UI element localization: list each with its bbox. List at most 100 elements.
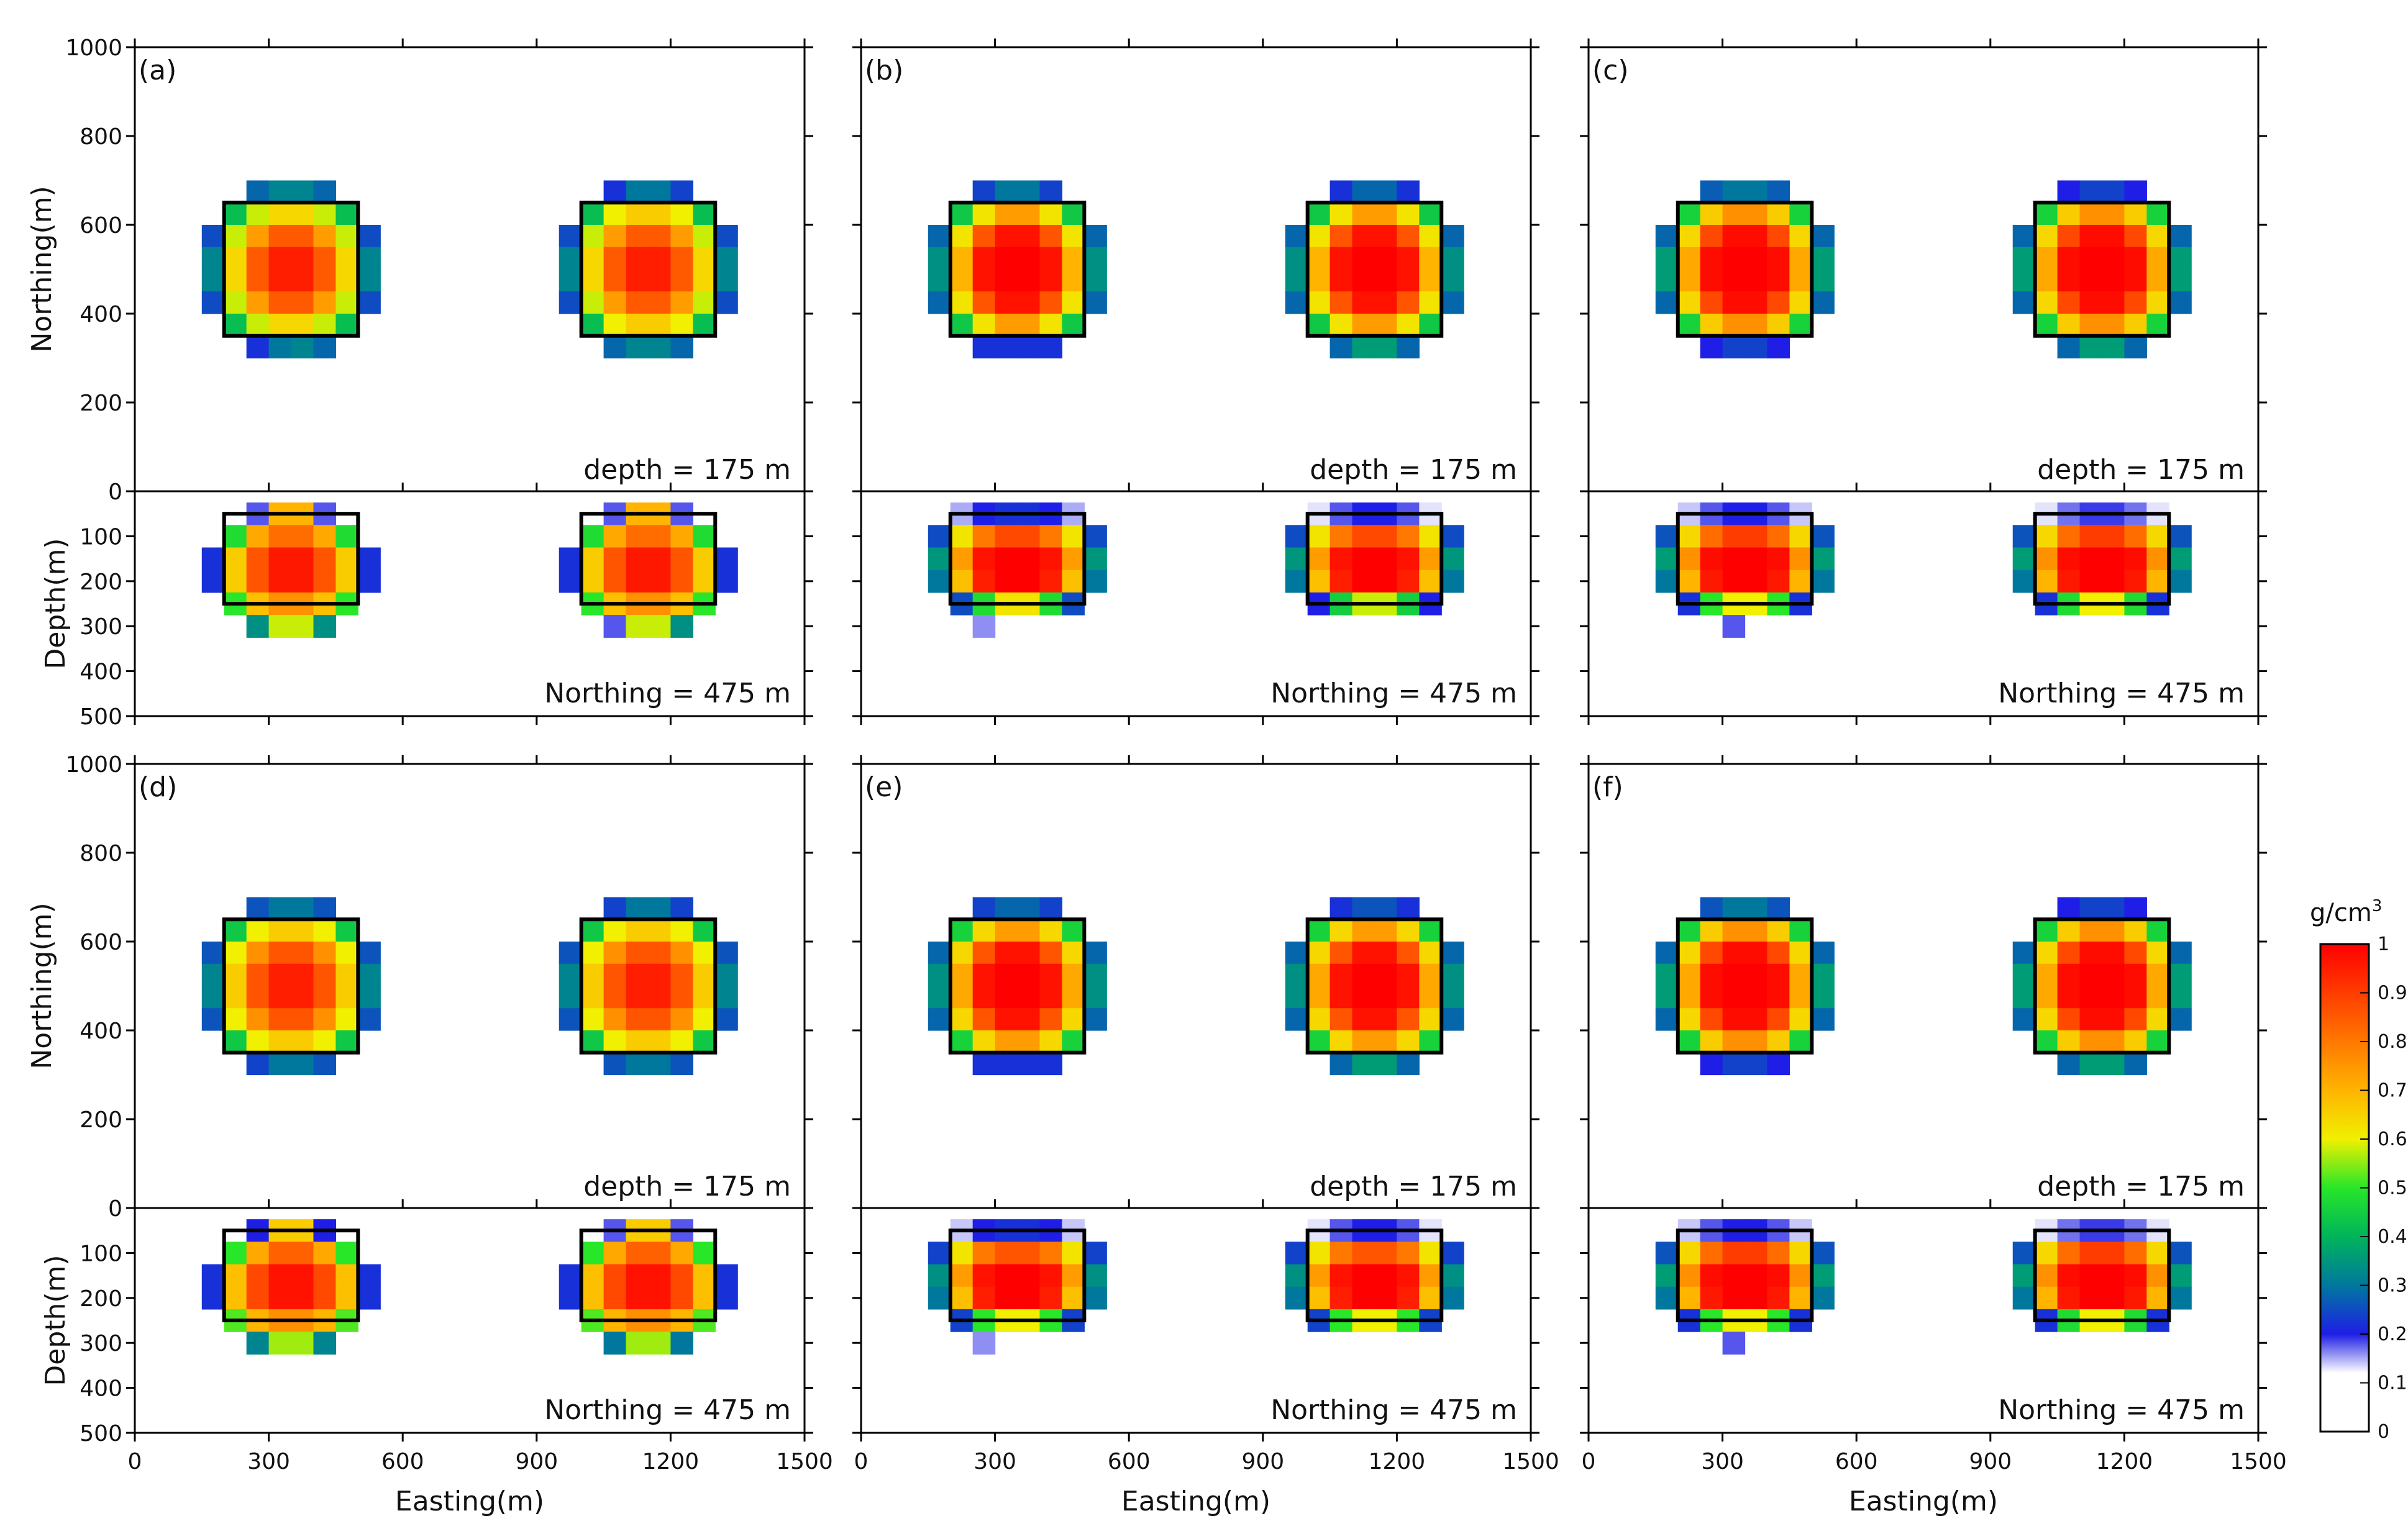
plan-cell	[1767, 269, 1790, 292]
plan-cell	[1017, 291, 1041, 314]
true-body-outline	[948, 201, 1087, 338]
plan-cell	[2146, 1008, 2169, 1031]
section-cell	[972, 547, 996, 571]
section-cell	[626, 1286, 649, 1310]
plan-cell	[1397, 180, 1420, 203]
section-cell	[1812, 525, 1835, 548]
section-cell	[1397, 1286, 1420, 1310]
plan-cell	[313, 335, 336, 359]
plan-cell	[335, 269, 358, 292]
section-cell	[995, 1242, 1018, 1265]
plan-cell	[995, 247, 1018, 270]
true-body-outline	[1305, 917, 1444, 1055]
plan-cell	[291, 942, 314, 965]
plan-cell	[1767, 247, 1790, 270]
plan-cell	[670, 225, 693, 248]
section-cell	[928, 570, 951, 593]
section-cell	[1352, 525, 1375, 548]
plan-cell	[559, 269, 582, 292]
x-tick-label: 300	[1701, 1449, 1744, 1474]
section-northing-label: Northing = 475 m	[544, 1394, 791, 1426]
plan-cell	[1017, 180, 1041, 203]
plan-cell	[1062, 963, 1085, 987]
section-cell	[995, 525, 1018, 548]
plan-cell	[581, 291, 604, 314]
plan-cell	[201, 247, 225, 270]
plan-cell	[626, 986, 649, 1009]
plan-cell	[1039, 1030, 1062, 1053]
plan-cell	[995, 1030, 1018, 1053]
section-cell	[1017, 1242, 1041, 1265]
plan-cell	[693, 986, 716, 1009]
plan-cell	[1677, 1008, 1701, 1031]
section-cell	[2012, 1286, 2036, 1310]
section-cell	[2079, 547, 2103, 571]
true-body-outline	[948, 917, 1087, 1055]
section-cell	[626, 547, 649, 571]
plan-cell	[1374, 202, 1397, 225]
plan-cell	[268, 1052, 292, 1076]
plan-cell	[715, 247, 738, 270]
section-cell	[1352, 547, 1375, 571]
plan-cell	[201, 942, 225, 965]
section-cell	[291, 547, 314, 571]
plan-cell	[201, 225, 225, 248]
plan-cell	[2035, 314, 2058, 337]
plan-cell	[335, 919, 358, 942]
true-body-outline	[1676, 512, 1814, 606]
plan-cell	[1017, 1030, 1041, 1053]
plan-cell	[603, 225, 627, 248]
plan-cell	[358, 1008, 381, 1031]
plan-cell	[1700, 963, 1723, 987]
section-cell	[2169, 1286, 2192, 1310]
plan-cell	[1789, 314, 1812, 337]
y-tick-label: 600	[80, 213, 122, 238]
plan-cell	[648, 986, 671, 1009]
plan-cell	[1789, 247, 1812, 270]
plan-cell	[670, 269, 693, 292]
plan-cell	[358, 247, 381, 270]
section-cell	[2057, 1242, 2081, 1265]
section-cell	[1419, 1242, 1442, 1265]
section-cell	[358, 1264, 381, 1288]
plan-cell	[1084, 225, 1107, 248]
x-tick-label: 600	[381, 1449, 424, 1474]
plan-cell	[670, 897, 693, 920]
plan-cell	[2079, 314, 2103, 337]
section-cell	[1722, 1332, 1746, 1355]
section-cell	[268, 525, 292, 548]
plan-cell	[995, 919, 1018, 942]
plan-cell	[2146, 314, 2169, 337]
plan-cell	[2079, 269, 2103, 292]
plan-cell	[313, 202, 336, 225]
plan-cell	[268, 942, 292, 965]
section-cell	[2124, 570, 2147, 593]
plan-cell	[693, 314, 716, 337]
section-cell	[670, 525, 693, 548]
plan-cell	[2102, 963, 2125, 987]
section-cell	[313, 1332, 336, 1355]
section-cell	[1084, 525, 1107, 548]
y-tick-label: 800	[80, 841, 122, 866]
x-tick-label: 900	[1241, 1449, 1284, 1474]
section-cell	[1744, 525, 1768, 548]
plan-cell	[1307, 269, 1331, 292]
plan-cell	[1285, 225, 1308, 248]
plan-cell	[1062, 1008, 1085, 1031]
section-cell	[603, 570, 627, 593]
plan-cell	[246, 202, 270, 225]
plan-cell	[581, 963, 604, 987]
plan-cell	[313, 942, 336, 965]
plan-cell	[1789, 986, 1812, 1009]
plan-cell	[1722, 942, 1746, 965]
plan-cell	[246, 335, 270, 359]
plan-cell	[1397, 1052, 1420, 1076]
plan-cell	[358, 963, 381, 987]
colorbar-unit: g/cm3	[2310, 897, 2382, 927]
plan-cell	[581, 247, 604, 270]
plan-cell	[1374, 335, 1397, 359]
plan-cell	[1767, 1008, 1790, 1031]
section-cell	[224, 1286, 247, 1310]
plan-cell	[224, 1030, 247, 1053]
section-cell	[2169, 1242, 2192, 1265]
